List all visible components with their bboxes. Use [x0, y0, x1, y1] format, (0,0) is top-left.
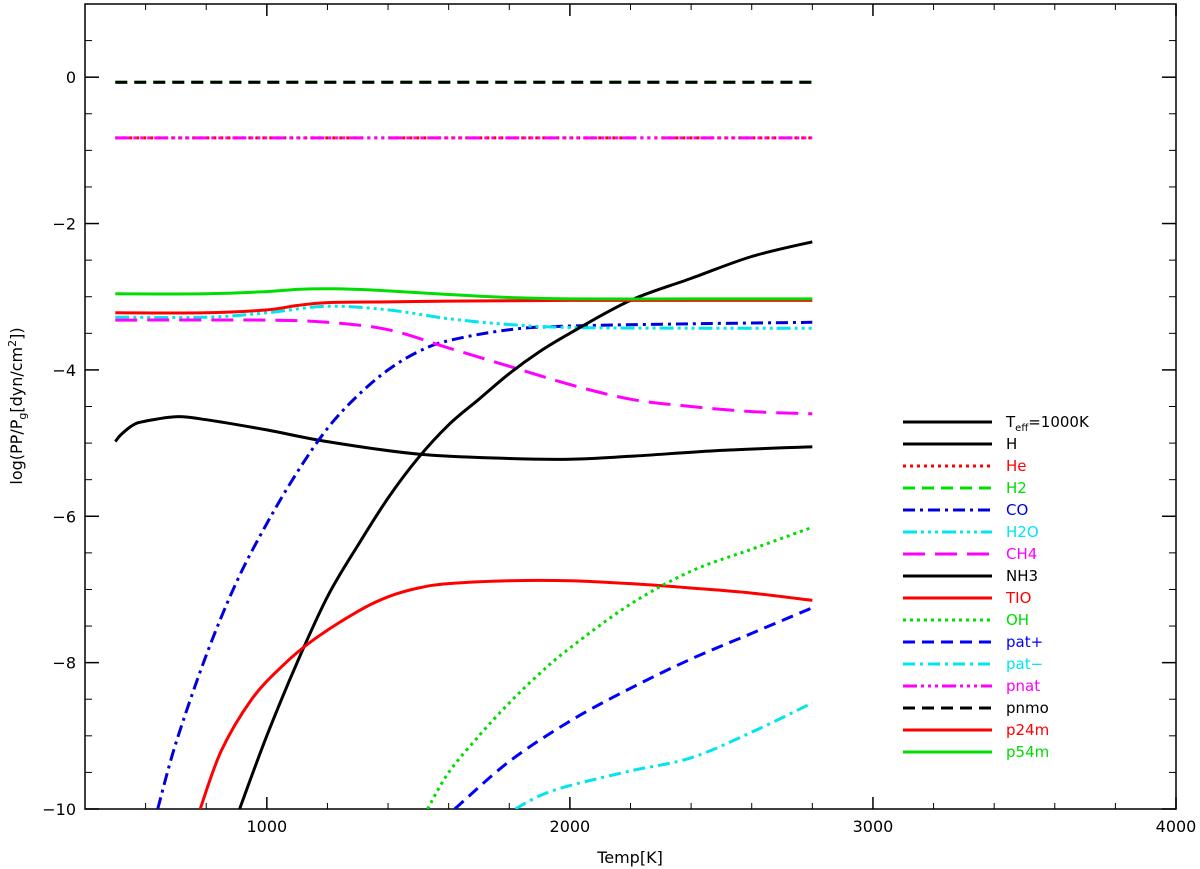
y-axis-title-tail: [dyn/cm [7, 347, 26, 413]
y-axis-title-main: log(PP/P [7, 419, 26, 484]
series-line-H [114, 415, 813, 461]
series-line-pat− [514, 701, 813, 809]
legend-label-CH4: CH4 [1006, 545, 1037, 563]
legend-label-p24m: p24m [1006, 721, 1049, 739]
legend: Teff=1000KHHeH2COH2OCH4NH3TIOOHpat+pat−p… [903, 413, 1090, 761]
x-tick-label: 3000 [853, 817, 894, 836]
legend-label-pnat: pnat [1006, 677, 1040, 695]
series-line-OH [426, 525, 813, 809]
y-tick-label: −2 [52, 215, 76, 234]
legend-label-TIO: TIO [1005, 589, 1031, 607]
legend-header-sub: eff [1015, 423, 1029, 434]
legend-label-H2: H2 [1006, 479, 1027, 497]
series-line-p24m [115, 298, 813, 315]
x-tick-label: 4000 [1156, 817, 1197, 836]
legend-label-OH: OH [1006, 611, 1029, 629]
x-tick-label: 1000 [246, 817, 287, 836]
y-axis-title-sub: g [16, 413, 29, 420]
series-lines [114, 80, 813, 809]
legend-header-suffix: =1000K [1028, 413, 1090, 431]
x-axis-title: Temp[K] [596, 848, 663, 867]
x-tick-label: 2000 [550, 817, 591, 836]
legend-label-NH3: NH3 [1006, 567, 1038, 585]
y-tick-label: 0 [66, 68, 76, 87]
axis-ticks: 1000 2000 3000 4000 0 −2 −4 −6 −8 −10 [42, 3, 1197, 836]
y-tick-label: −10 [42, 800, 76, 819]
y-axis-title-sup: 2 [6, 340, 19, 347]
series-line-TIO [198, 578, 813, 809]
y-axis-title-end: ]) [7, 327, 26, 339]
y-tick-label: −4 [52, 361, 76, 380]
legend-label-pat−: pat− [1006, 655, 1043, 673]
series-line-H2O [115, 304, 813, 330]
series-line-pat+ [453, 606, 813, 809]
series-line-CH4 [115, 318, 813, 416]
legend-label-H2O: H2O [1006, 523, 1039, 541]
series-line-NH3 [238, 240, 813, 809]
y-tick-label: −6 [52, 507, 76, 526]
legend-label-H: H [1006, 435, 1017, 453]
y-tick-label: −8 [52, 654, 76, 673]
y-axis-title: log(PP/Pg[dyn/cm2]) [6, 327, 29, 484]
legend-header-label: Teff=1000K [1005, 413, 1090, 434]
legend-label-pnmo: pnmo [1006, 699, 1049, 717]
legend-label-He: He [1006, 457, 1027, 475]
legend-label-p54m: p54m [1006, 743, 1049, 761]
legend-label-CO: CO [1006, 501, 1028, 519]
series-line-p54m [115, 287, 813, 301]
legend-header-prefix: T [1005, 413, 1016, 431]
legend-label-pat+: pat+ [1006, 633, 1043, 651]
